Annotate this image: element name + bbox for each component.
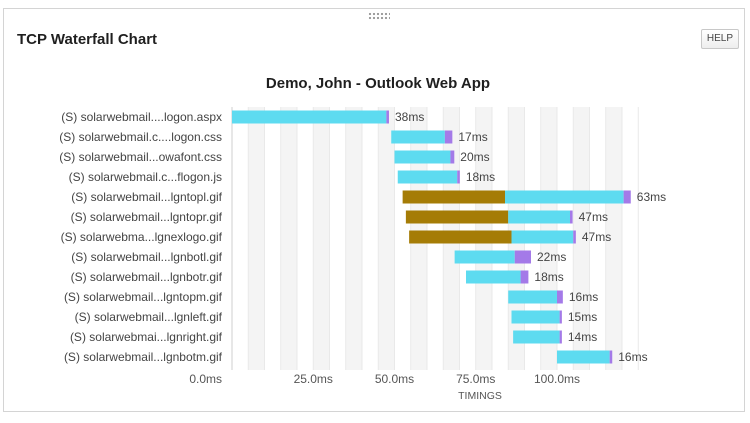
bar-duration-label: 16ms [569, 290, 598, 304]
bar-segment-end[interactable] [573, 230, 576, 244]
x-axis-label: TIMINGS [458, 390, 502, 402]
bar-segment-end[interactable] [623, 190, 631, 204]
grid-band [313, 107, 330, 370]
grid-band [394, 107, 411, 370]
bar-segment-receive[interactable] [466, 270, 521, 284]
grid-band [329, 107, 346, 370]
bar-segment-receive[interactable] [505, 190, 624, 204]
bar-segment-end[interactable] [514, 250, 531, 264]
grid-band [280, 107, 297, 370]
bar-segment-receive[interactable] [394, 150, 451, 164]
bar-segment-receive[interactable] [232, 110, 387, 124]
chart-plot-area: (S) solarwebmail....logon.aspx 38ms (S) so… [59, 110, 666, 364]
help-button[interactable]: HELP [700, 29, 739, 49]
bar-segment-end[interactable] [557, 290, 563, 304]
y-tick-label: (S) solarwebmail...lgntopl.gif [71, 190, 222, 204]
bar-duration-label: 63ms [637, 190, 666, 204]
bar-duration-label: 18ms [534, 270, 563, 284]
bar-segment-end[interactable] [444, 130, 453, 144]
bar-segment-end[interactable] [386, 110, 389, 124]
x-tick-label: 25.0ms [294, 372, 333, 386]
bar-duration-label: 18ms [466, 170, 495, 184]
y-tick-label: (S) solarwebmail...owafont.css [59, 150, 222, 164]
bar-duration-label: 15ms [568, 310, 597, 324]
grid-band [378, 107, 395, 370]
y-tick-label: (S) solarwebma...lgnexlogo.gif [61, 230, 223, 244]
grid-band [232, 107, 249, 370]
y-tick-label: (S) solarwebmail....logon.aspx [61, 110, 222, 124]
x-tick-label: 50.0ms [375, 372, 414, 386]
x-tick-label: 100.0ms [534, 372, 580, 386]
grid-band [297, 107, 314, 370]
y-tick-label: (S) solarwebmail...lgnbotl.gif [71, 250, 222, 264]
bar-duration-label: 20ms [460, 150, 489, 164]
bar-duration-label: 22ms [537, 250, 566, 264]
bar-segment-wait[interactable] [402, 190, 505, 204]
bar-segment-receive[interactable] [513, 330, 560, 344]
bar-segment-wait[interactable] [409, 230, 512, 244]
chart-grid [231, 107, 639, 370]
x-tick-label: 75.0ms [456, 372, 495, 386]
grid-band [345, 107, 362, 370]
grid-band [362, 107, 379, 370]
y-tick-label: (S) solarwebmail.c...flogon.js [69, 170, 222, 184]
x-axis: 0.0ms 25.0ms 50.0ms 75.0ms 100.0ms [189, 372, 580, 386]
bar-segment-receive[interactable] [391, 130, 445, 144]
y-tick-label: (S) solarwebmail...lgnleft.gif [75, 310, 223, 324]
bar-segment-end[interactable] [570, 210, 573, 224]
bar-duration-label: 38ms [395, 110, 424, 124]
grid-band [622, 107, 639, 370]
bar-segment-end[interactable] [559, 310, 562, 324]
grid-band [573, 107, 590, 370]
y-tick-label: (S) solarwebmail...lgnbotr.gif [71, 270, 223, 284]
y-tick-label: (S) solarwebmail...lgntopm.gif [64, 290, 223, 304]
bar-duration-label: 47ms [579, 210, 608, 224]
bar-segment-receive[interactable] [511, 230, 574, 244]
bar-segment-end[interactable] [559, 330, 562, 344]
bar-segment-receive[interactable] [454, 250, 515, 264]
bar-duration-label: 47ms [582, 230, 611, 244]
grid-band [605, 107, 622, 370]
grid-band [264, 107, 281, 370]
bar-segment-end[interactable] [450, 150, 455, 164]
widget-title: TCP Waterfall Chart [17, 31, 158, 48]
y-tick-label: (S) solarwebmail.c....logon.css [59, 130, 222, 144]
bar-duration-label: 14ms [568, 330, 597, 344]
y-tick-label: (S) solarwebmai...lgnright.gif [70, 330, 223, 344]
drag-handle-icon[interactable] [368, 12, 390, 20]
bar-segment-receive[interactable] [511, 310, 560, 324]
bar-duration-label: 17ms [458, 130, 487, 144]
chart-title: Demo, John - Outlook Web App [266, 75, 490, 92]
bar-duration-label: 16ms [618, 350, 647, 364]
bar-segment-wait[interactable] [405, 210, 509, 224]
y-tick-label: (S) solarwebmail...lgnbotm.gif [64, 350, 223, 364]
grid-band [589, 107, 606, 370]
bar-segment-end[interactable] [520, 270, 529, 284]
bar-segment-receive[interactable] [397, 170, 458, 184]
bar-segment-receive[interactable] [557, 350, 610, 364]
bar-segment-receive[interactable] [508, 210, 570, 224]
y-tick-label: (S) solarwebmail...lgntopr.gif [71, 210, 223, 224]
bar-segment-receive[interactable] [508, 290, 557, 304]
bar-segment-end[interactable] [609, 350, 613, 364]
grid-band [248, 107, 265, 370]
bar-segment-end[interactable] [457, 170, 460, 184]
x-tick-label: 0.0ms [189, 372, 222, 386]
